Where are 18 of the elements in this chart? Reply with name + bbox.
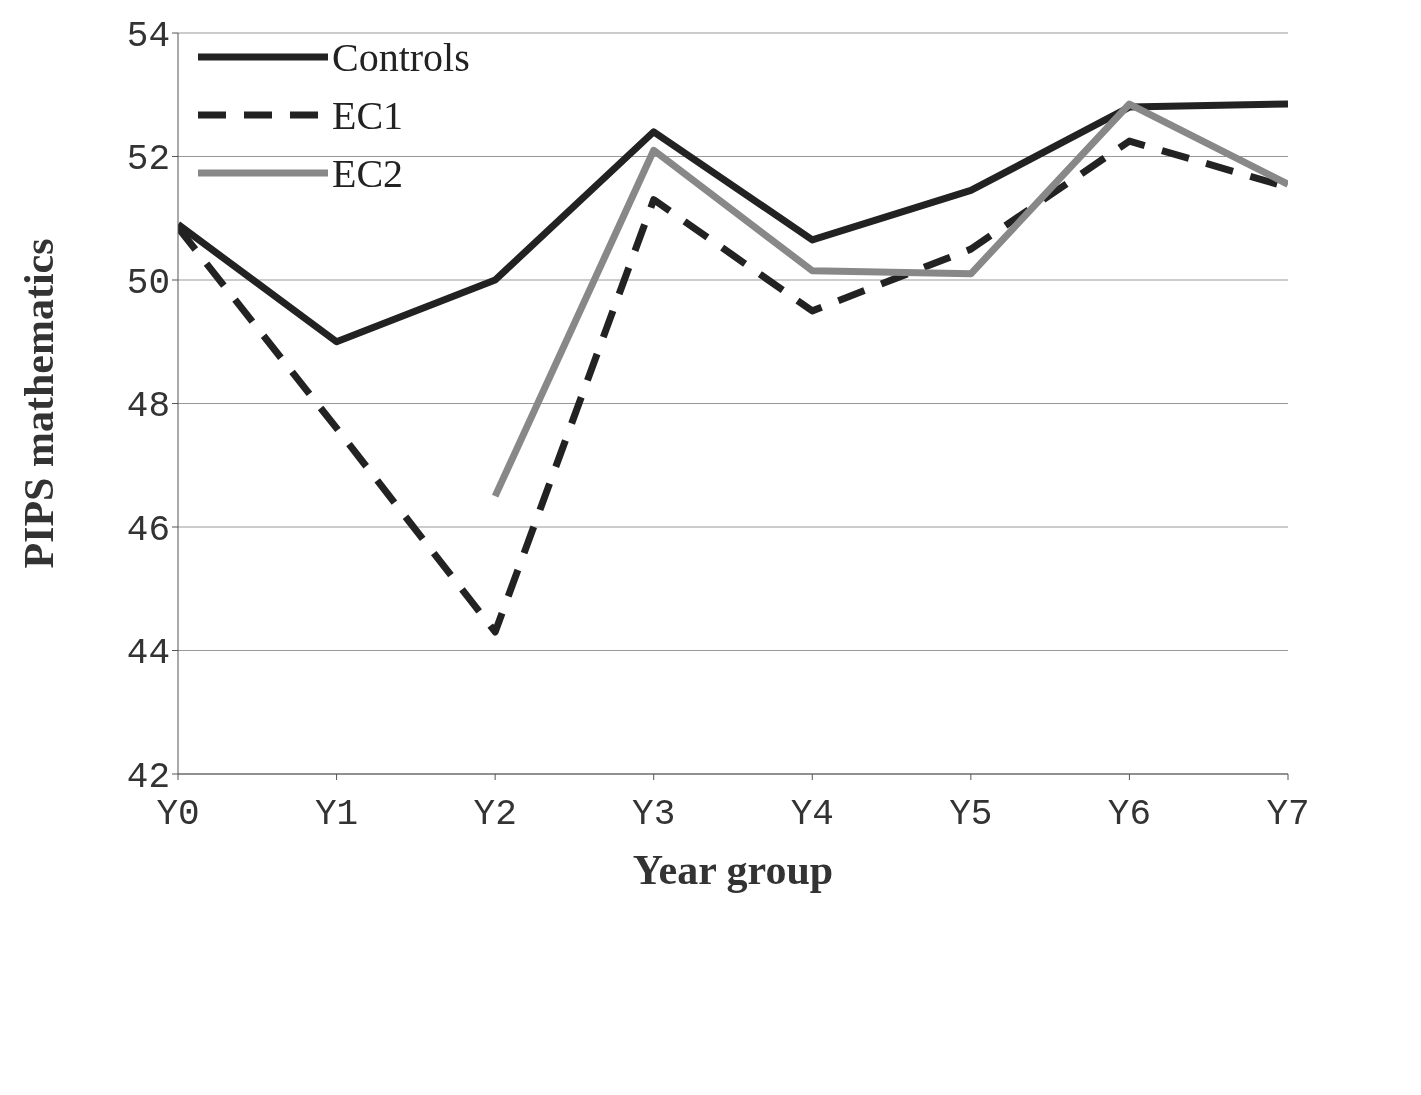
y-tick-label: 44 <box>126 633 170 675</box>
x-axis-title: Year group <box>632 847 834 893</box>
y-tick-label: 46 <box>126 509 170 551</box>
y-tick-label: 52 <box>126 139 170 181</box>
x-tick-label: Y3 <box>632 793 676 835</box>
x-tick-label: Y2 <box>473 793 517 835</box>
x-tick-label: Y1 <box>314 793 359 835</box>
y-tick-label: 50 <box>126 262 170 304</box>
legend-label: EC1 <box>332 91 404 139</box>
x-tick-label: Y6 <box>1107 793 1152 835</box>
y-tick-label: 54 <box>126 15 170 57</box>
x-tick-label: Y7 <box>1266 793 1310 835</box>
x-tick-label: Y4 <box>790 793 834 835</box>
x-tick-label: Y5 <box>949 793 993 835</box>
legend-label: EC2 <box>332 149 404 197</box>
y-tick-label: 48 <box>126 386 170 428</box>
legend-label: Controls <box>332 33 470 81</box>
y-axis-title: PIPS mathematics <box>15 238 62 569</box>
